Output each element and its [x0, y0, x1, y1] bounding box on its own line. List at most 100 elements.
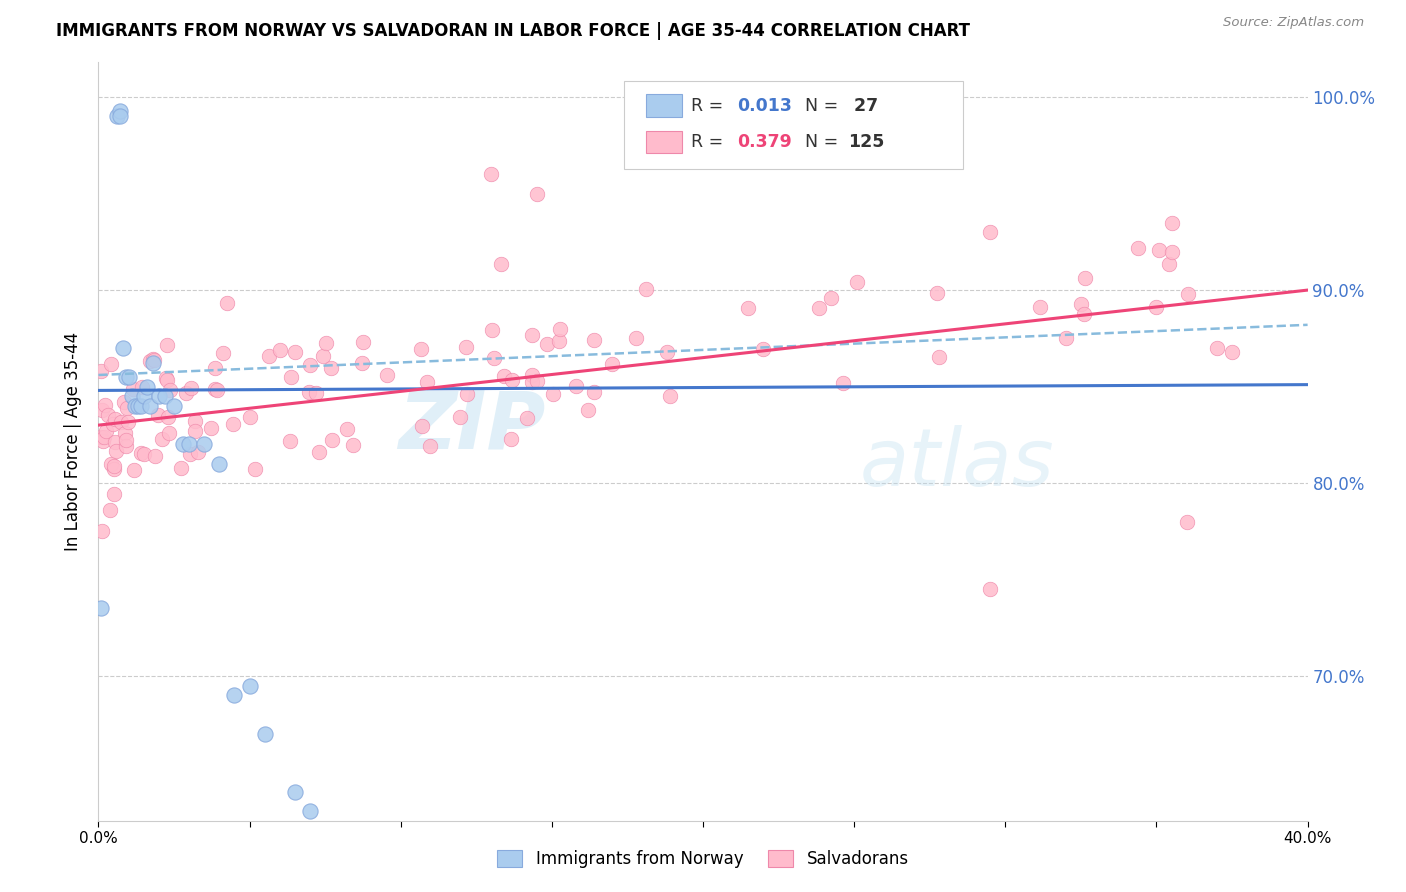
Point: [582, 384, 605, 399]
Text: R =: R =: [690, 96, 728, 115]
FancyBboxPatch shape: [647, 130, 682, 153]
Point: [536, 336, 558, 351]
Point: [172, 437, 194, 451]
Point: [98, 502, 121, 516]
Point: [110, 416, 132, 430]
Point: [655, 344, 678, 359]
Point: [105, 444, 128, 458]
Point: [222, 417, 245, 431]
Point: [153, 389, 176, 403]
Point: [174, 385, 197, 400]
Point: [481, 323, 503, 337]
Point: [315, 336, 337, 351]
Point: [526, 186, 548, 201]
Point: [204, 360, 226, 375]
Point: [481, 167, 503, 181]
Legend: Immigrants from Norway, Salvadorans: Immigrants from Norway, Salvadorans: [491, 843, 915, 875]
Point: [187, 444, 209, 458]
Point: [204, 382, 226, 396]
Point: [305, 386, 328, 401]
Point: [104, 434, 127, 449]
Point: [352, 356, 374, 370]
Point: [928, 350, 950, 364]
Point: [205, 383, 228, 397]
Point: [142, 356, 165, 370]
Point: [114, 440, 136, 454]
Point: [600, 357, 623, 371]
Point: [148, 408, 170, 422]
Point: [117, 415, 139, 429]
Point: [239, 679, 262, 693]
Point: [807, 301, 830, 315]
Point: [93, 430, 115, 444]
Point: [90, 364, 112, 378]
Point: [548, 322, 571, 336]
Text: IMMIGRANTS FROM NORWAY VS SALVADORAN IN LABOR FORCE | AGE 35-44 CORRELATION CHAR: IMMIGRANTS FROM NORWAY VS SALVADORAN IN …: [56, 22, 970, 40]
Point: [179, 437, 201, 451]
Point: [90, 524, 112, 539]
Point: [658, 389, 681, 403]
Point: [522, 376, 544, 390]
Point: [456, 387, 478, 401]
Point: [298, 384, 321, 399]
Point: [299, 804, 322, 818]
Point: [90, 601, 112, 615]
Point: [115, 433, 138, 447]
Point: [114, 426, 136, 441]
Point: [179, 447, 201, 461]
Point: [212, 346, 235, 360]
Point: [100, 457, 122, 471]
Point: [150, 432, 173, 446]
Point: [312, 349, 335, 363]
Point: [139, 399, 162, 413]
Point: [108, 110, 131, 124]
Point: [492, 368, 515, 383]
Point: [979, 582, 1001, 596]
Point: [111, 341, 134, 355]
Point: [482, 351, 505, 366]
Point: [129, 399, 152, 413]
Point: [583, 333, 606, 347]
Point: [516, 411, 538, 425]
Point: [1157, 257, 1180, 271]
Point: [1206, 341, 1229, 355]
Point: [100, 357, 122, 371]
Point: [143, 449, 166, 463]
Point: [832, 376, 855, 390]
Point: [134, 447, 156, 461]
Point: [184, 424, 207, 438]
Point: [115, 401, 138, 415]
Point: [419, 439, 441, 453]
Point: [1175, 515, 1198, 529]
Point: [142, 352, 165, 367]
Point: [124, 399, 146, 413]
Point: [129, 446, 152, 460]
Point: [1073, 307, 1095, 321]
Point: [97, 408, 120, 422]
Point: [576, 402, 599, 417]
Point: [520, 368, 543, 382]
Point: [101, 417, 124, 432]
Point: [243, 462, 266, 476]
Point: [239, 409, 262, 424]
Point: [155, 371, 177, 385]
Point: [122, 463, 145, 477]
Point: [127, 399, 149, 413]
Point: [336, 422, 359, 436]
Point: [520, 328, 543, 343]
Point: [526, 375, 548, 389]
Point: [454, 340, 477, 354]
Text: Source: ZipAtlas.com: Source: ZipAtlas.com: [1223, 16, 1364, 29]
Text: 0.013: 0.013: [737, 96, 792, 115]
Point: [132, 389, 155, 403]
Point: [103, 487, 125, 501]
Point: [148, 389, 170, 403]
Point: [634, 282, 657, 296]
Point: [1070, 297, 1092, 311]
Point: [183, 414, 205, 428]
Point: [135, 379, 157, 393]
Point: [624, 331, 647, 345]
Point: [114, 370, 136, 384]
Point: [257, 349, 280, 363]
Point: [105, 110, 128, 124]
